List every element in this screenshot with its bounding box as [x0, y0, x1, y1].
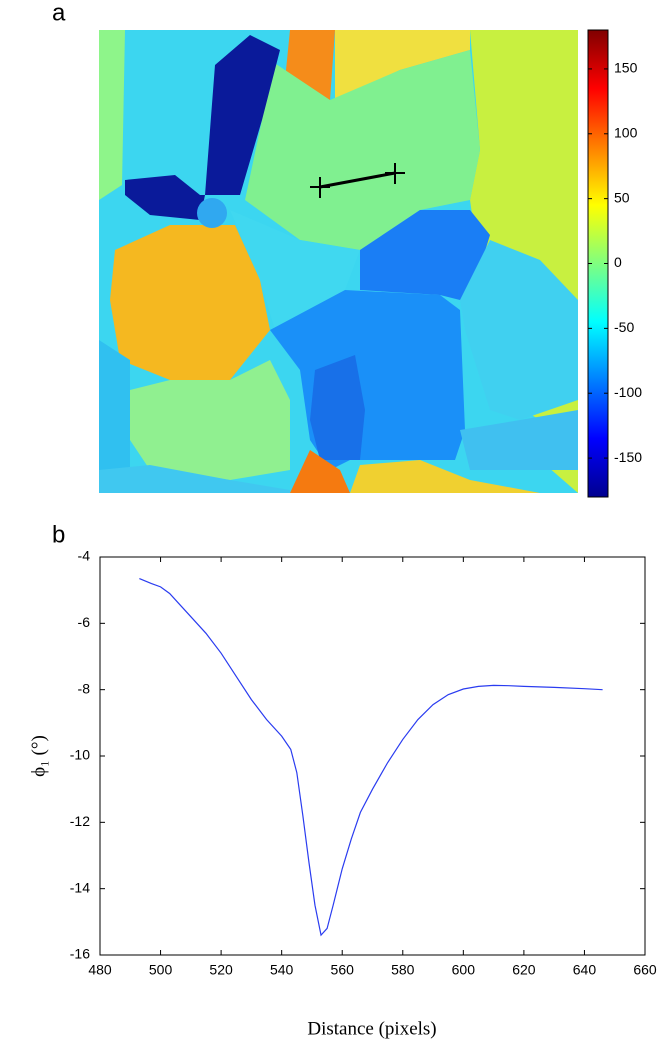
y-tick-label: -14: [70, 879, 90, 895]
x-tick-label: 640: [573, 962, 597, 978]
x-tick-label: 600: [452, 962, 476, 978]
y-tick-label: -10: [70, 747, 90, 763]
x-tick-label: 520: [209, 962, 233, 978]
y-tick-label: -6: [78, 614, 91, 630]
x-tick-label: 560: [331, 962, 355, 978]
y-tick-label: -16: [70, 946, 90, 962]
orientation-map: [99, 30, 578, 493]
y-tick-label: -12: [70, 813, 90, 829]
x-tick-label: 660: [633, 962, 657, 978]
colorbar-tick-label: -150: [614, 449, 642, 465]
colorbar-tick-label: 50: [614, 189, 630, 205]
plot-frame: [99, 556, 646, 956]
x-tick-label: 620: [512, 962, 536, 978]
colorbar-tick-label: -100: [614, 384, 642, 400]
x-tick-label: 540: [270, 962, 294, 978]
x-axis-label: Distance (pixels): [307, 1018, 436, 1039]
x-tick-label: 580: [391, 962, 415, 978]
x-tick-label: 500: [149, 962, 173, 978]
colorbar-tick-label: 100: [614, 124, 638, 140]
y-axis-label: ϕ₁ (°): [28, 735, 49, 777]
panel-label: b: [52, 521, 65, 548]
panel-label: a: [52, 0, 66, 26]
y-tick-label: -8: [78, 680, 91, 696]
x-tick-label: 480: [88, 962, 112, 978]
colorbar-tick-label: -50: [614, 319, 634, 335]
data-line: [139, 578, 603, 937]
colorbar-tick-label: 0: [614, 254, 622, 270]
colorbar-tick-label: 150: [614, 60, 638, 76]
y-tick-label: -4: [78, 548, 91, 564]
